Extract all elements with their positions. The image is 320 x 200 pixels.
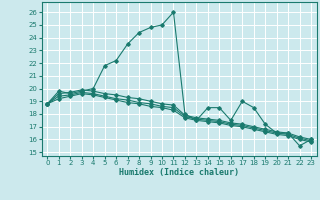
X-axis label: Humidex (Indice chaleur): Humidex (Indice chaleur) bbox=[119, 168, 239, 177]
